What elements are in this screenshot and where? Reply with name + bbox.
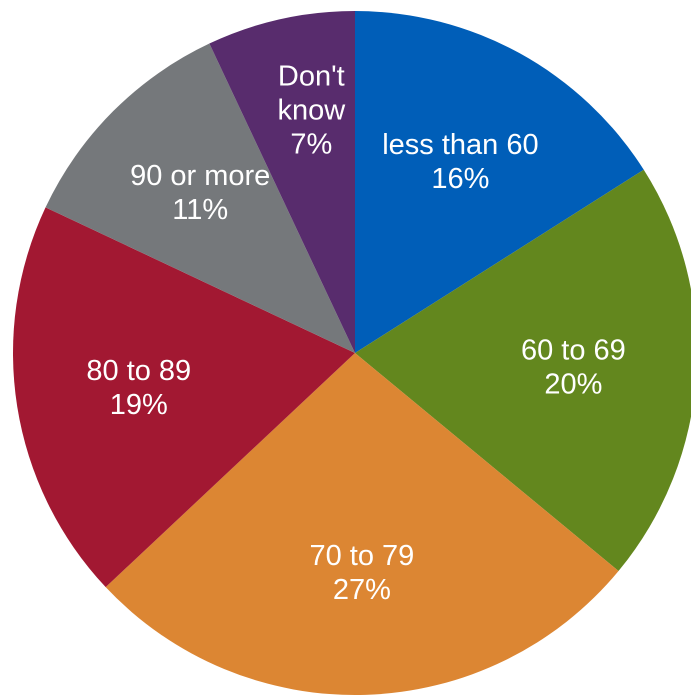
slice-label-0: less than 60 16% (382, 129, 538, 195)
slice-category-0: less than 60 (382, 129, 538, 161)
slice-percent-2: 27% (333, 574, 391, 606)
pie-slice-3 (12, 207, 356, 588)
slice-category-2: 70 to 79 (309, 540, 414, 572)
slice-category-5: Don't (278, 60, 345, 92)
slice-label-1: 60 to 69 20% (521, 335, 626, 401)
pie-slice-1 (355, 169, 691, 571)
slice-percent-0: 16% (431, 163, 489, 195)
slice-percent-5: 7% (290, 128, 332, 160)
slice-label-4: 90 or more 11% (130, 160, 270, 226)
pie-slice-0 (355, 11, 644, 353)
slice-category-1: 60 to 69 (521, 335, 626, 367)
slice-category-3: 80 to 89 (86, 355, 191, 387)
slice-label-3: 80 to 89 19% (86, 355, 191, 421)
slices-layer (12, 11, 691, 696)
slice-percent-1: 20% (544, 369, 602, 401)
labels-layer: less than 60 16% 60 to 69 20% 70 to 79 27% 80 … (86, 60, 625, 605)
slice-label-2: 70 to 79 27% (309, 540, 414, 606)
pie-slice-2 (105, 353, 619, 696)
slice-category-4: 90 or more (130, 160, 270, 192)
slice-category-5: know (277, 94, 346, 126)
pie-slice-5 (209, 11, 355, 353)
slice-label-5: Don't know 7% (277, 60, 346, 160)
slice-percent-4: 11% (172, 194, 228, 226)
pie-slice-4 (45, 43, 356, 354)
slice-percent-3: 19% (110, 389, 168, 421)
